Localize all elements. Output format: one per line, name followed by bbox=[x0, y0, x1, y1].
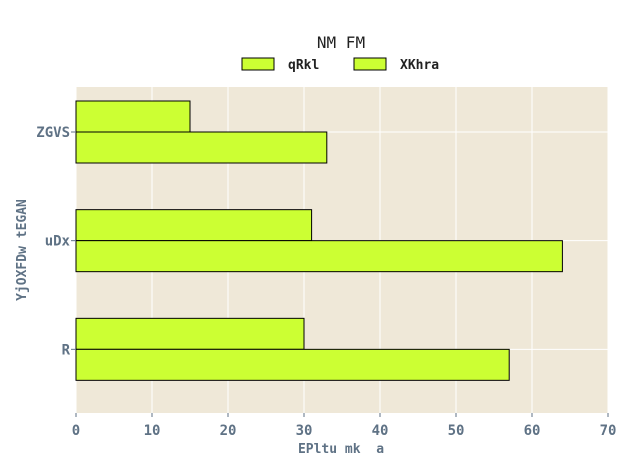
x-tick-label: 20 bbox=[220, 423, 237, 439]
x-tick-label: 10 bbox=[144, 423, 161, 439]
bar-2-R bbox=[75, 348, 510, 381]
x-tick-label: 0 bbox=[72, 423, 80, 439]
chart-title: NM FM bbox=[317, 33, 365, 52]
bar-1-uDx bbox=[75, 209, 313, 242]
legend: qRkl XKhra bbox=[241, 57, 439, 73]
x-axis-ticks: 0 10 20 30 40 50 60 70 bbox=[72, 413, 617, 439]
x-tick-label: 70 bbox=[600, 423, 617, 439]
y-tick-label: uDx bbox=[45, 234, 71, 250]
y-tick-label: R bbox=[62, 342, 71, 358]
bar-1-R bbox=[75, 317, 305, 350]
bars bbox=[75, 100, 563, 381]
y-tick-label: ZGVS bbox=[36, 125, 70, 141]
x-tick-label: 30 bbox=[296, 423, 313, 439]
x-axis-label: EPltu mk a bbox=[298, 442, 384, 457]
bar-2-ZGVS bbox=[75, 131, 328, 164]
x-tick-label: 60 bbox=[524, 423, 541, 439]
legend-label-series-2: XKhra bbox=[400, 58, 439, 73]
y-axis-label: YjOXFDw tEGAN bbox=[15, 199, 30, 301]
x-tick-label: 40 bbox=[372, 423, 389, 439]
legend-swatch-series-1 bbox=[241, 57, 275, 71]
y-axis-ticks: ZGVS uDx R bbox=[36, 125, 76, 358]
legend-label-series-1: qRkl bbox=[288, 58, 319, 73]
bar-1-ZGVS bbox=[75, 100, 191, 133]
legend-swatch-series-2 bbox=[353, 57, 387, 71]
x-tick-label: 50 bbox=[448, 423, 465, 439]
bar-2-uDx bbox=[75, 240, 563, 273]
